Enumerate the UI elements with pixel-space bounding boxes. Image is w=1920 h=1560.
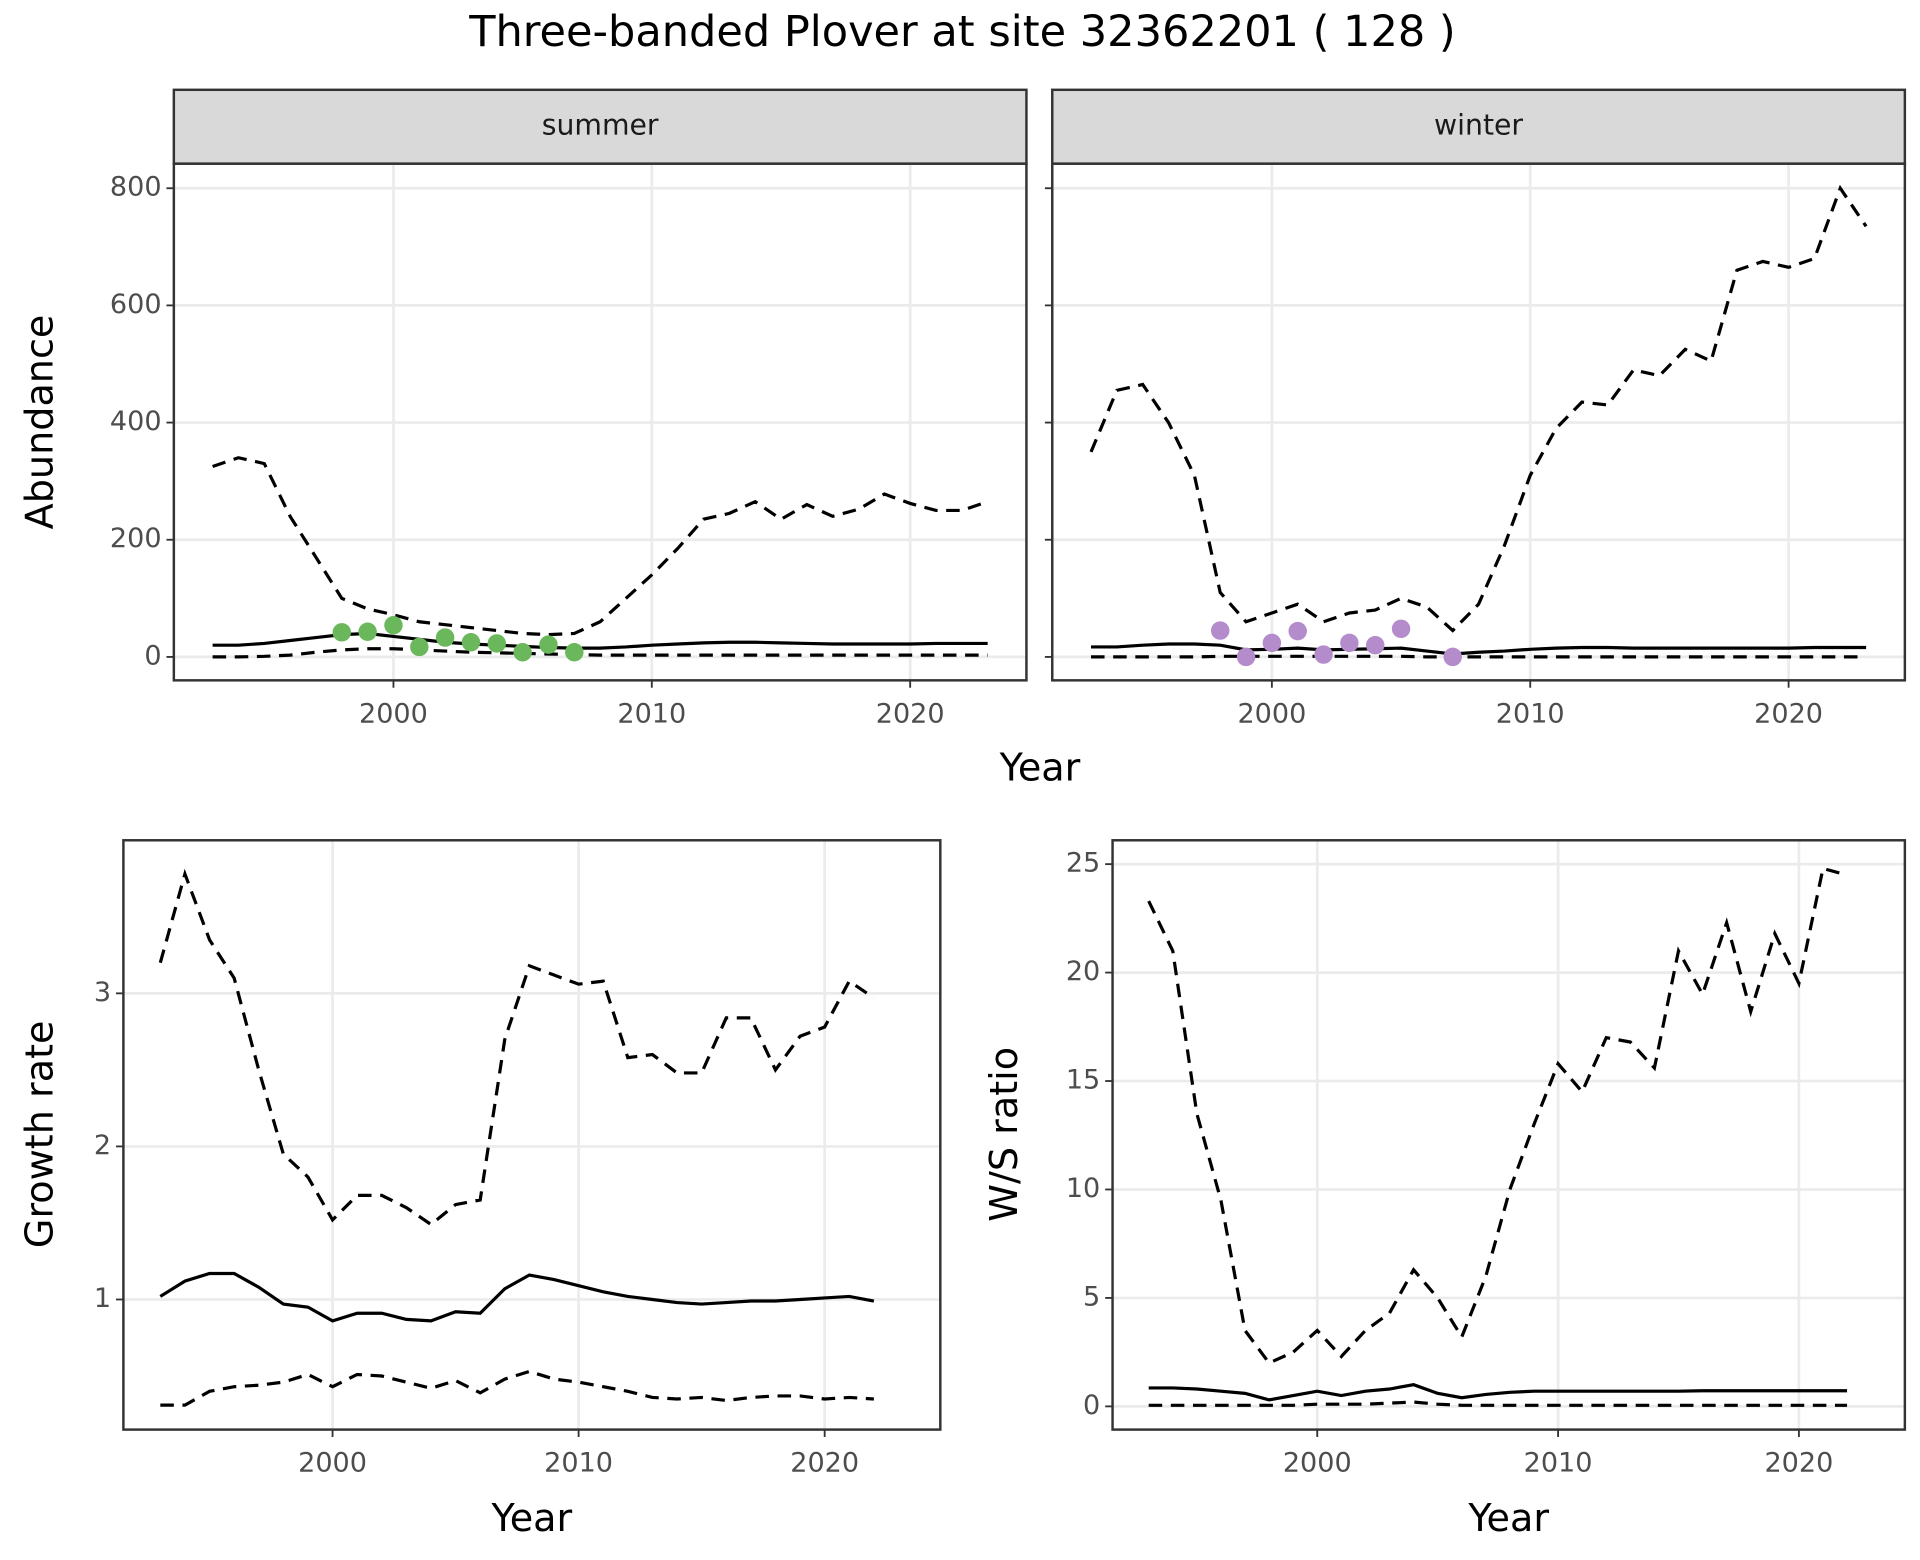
y-tick-label: 0 xyxy=(1083,1390,1100,1421)
y-tick-label: 600 xyxy=(110,289,162,320)
x-tick-label: 2000 xyxy=(1237,698,1306,729)
observed-point xyxy=(1314,645,1333,664)
plot-frame xyxy=(1111,839,1907,1431)
x-tick-label: 2000 xyxy=(298,1448,367,1479)
y-tick-label: 5 xyxy=(1083,1281,1100,1312)
y-tick-label: 3 xyxy=(94,977,111,1008)
series-line xyxy=(212,456,989,637)
plot-background xyxy=(123,840,941,1430)
observed-point xyxy=(435,628,455,647)
x-axis-label: Year xyxy=(1467,1496,1549,1540)
y-tick-label: 400 xyxy=(110,406,162,437)
y-tick-label: 200 xyxy=(110,523,162,554)
observed-point xyxy=(513,642,532,662)
x-tick-label: 2010 xyxy=(544,1448,613,1479)
observed-point xyxy=(358,622,377,641)
observed-point xyxy=(565,642,584,662)
y-axis-label: Growth rate xyxy=(18,1021,62,1249)
series-line xyxy=(1148,1383,1848,1402)
facet-strip xyxy=(1051,88,1907,165)
plot-background xyxy=(1112,840,1905,1430)
x-tick-label: 2020 xyxy=(876,698,945,729)
observed-point xyxy=(1236,647,1256,667)
x-tick-label: 2010 xyxy=(1496,698,1565,729)
series-line xyxy=(212,647,988,659)
y-tick-label: 15 xyxy=(1066,1065,1100,1096)
x-axis-label: Year xyxy=(999,746,1081,790)
x-tick-label: 2010 xyxy=(617,698,686,729)
x-tick-label: 2020 xyxy=(1754,698,1823,729)
figure-title: Three-banded Plover at site 32362201 ( 1… xyxy=(468,7,1456,57)
observed-point xyxy=(1262,633,1282,653)
observed-point xyxy=(539,635,558,654)
x-tick-label: 2000 xyxy=(1283,1448,1352,1479)
series-line xyxy=(158,868,875,1227)
y-tick-label: 2 xyxy=(94,1130,111,1161)
series-line xyxy=(1148,1400,1848,1407)
x-tick-label: 2000 xyxy=(359,698,428,729)
observed-point xyxy=(487,634,507,653)
observed-point xyxy=(1210,621,1230,640)
observed-point xyxy=(461,633,481,652)
facet-label: winter xyxy=(1434,109,1523,142)
y-tick-label: 800 xyxy=(110,172,162,203)
observed-point xyxy=(1443,647,1462,667)
y-axis-label: W/S ratio xyxy=(982,1047,1026,1222)
plot-frame xyxy=(122,839,942,1431)
facet-strip xyxy=(172,88,1028,165)
series-line xyxy=(1091,654,1867,659)
y-tick-label: 20 xyxy=(1066,956,1100,987)
series-line xyxy=(159,1271,875,1323)
observed-point xyxy=(1391,619,1411,639)
series-line xyxy=(160,1369,874,1407)
observed-point xyxy=(410,637,429,657)
observed-point xyxy=(332,623,352,642)
facet-label: summer xyxy=(542,109,659,142)
y-axis-label: Abundance xyxy=(18,315,62,530)
series-line xyxy=(1089,184,1868,633)
y-tick-label: 10 xyxy=(1066,1173,1100,1204)
observed-point xyxy=(1340,633,1359,653)
y-tick-label: 0 xyxy=(144,640,161,671)
x-axis-label: Year xyxy=(491,1496,573,1540)
series-line xyxy=(1147,866,1848,1365)
x-tick-label: 2010 xyxy=(1524,1448,1593,1479)
y-tick-label: 1 xyxy=(94,1283,111,1314)
x-tick-label: 2020 xyxy=(1764,1448,1833,1479)
series-line xyxy=(1091,642,1867,656)
observed-point xyxy=(1365,635,1385,655)
observed-point xyxy=(1288,621,1307,641)
observed-point xyxy=(384,616,403,635)
x-tick-label: 2020 xyxy=(790,1448,859,1479)
y-tick-label: 25 xyxy=(1066,848,1100,879)
